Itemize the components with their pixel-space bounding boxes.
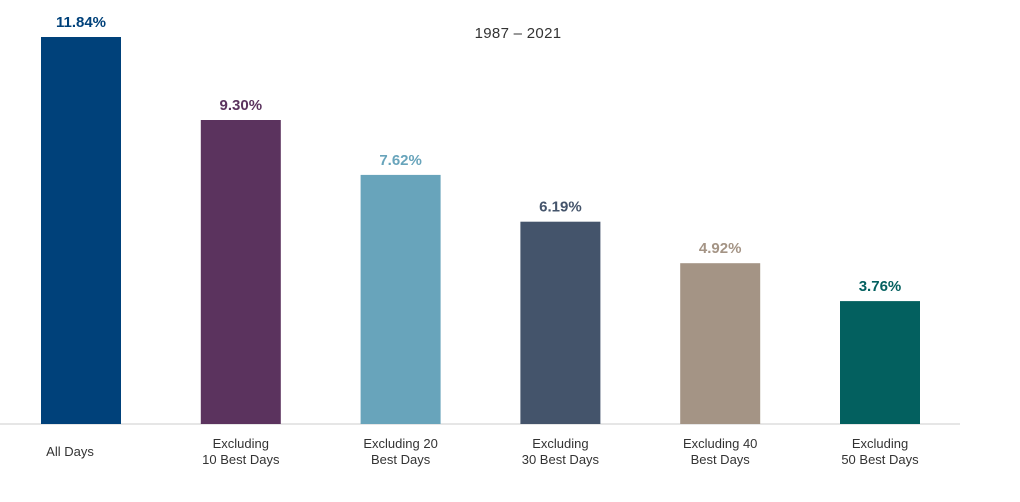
category-label-line: 10 Best Days (202, 452, 280, 467)
category-label-line: Excluding (532, 436, 588, 451)
category-label-line: Excluding (852, 436, 908, 451)
category-label-5: Excluding 40 Best Days (683, 436, 757, 467)
category-label-1: All Days (46, 444, 94, 459)
category-label-2: Excluding 10 Best Days (202, 436, 280, 467)
category-label-line: Excluding 20 (363, 436, 437, 451)
category-label-4: Excluding 30 Best Days (522, 436, 600, 467)
category-label-line: 30 Best Days (522, 452, 600, 467)
bar-5 (680, 263, 761, 424)
category-label-line: Best Days (691, 452, 751, 467)
category-label-line: Excluding (213, 436, 269, 451)
category-label-6: Excluding 50 Best Days (841, 436, 919, 467)
value-label-2: 9.30% (220, 97, 263, 114)
bar-2 (200, 120, 281, 424)
value-label-4: 6.19% (539, 199, 582, 216)
value-label-1: 11.84% (56, 14, 106, 31)
bar-1 (41, 37, 121, 424)
value-label-3: 7.62% (379, 152, 422, 169)
bars-layer (41, 37, 920, 424)
category-label-line: Excluding 40 (683, 436, 757, 451)
value-labels-layer: 11.84% 9.30% 7.62% 6.19% 4.92% 3.76% (56, 14, 901, 295)
value-label-5: 4.92% (699, 240, 742, 257)
bar-3 (360, 174, 441, 424)
category-label-line: Best Days (371, 452, 431, 467)
value-label-6: 3.76% (859, 278, 902, 295)
category-label-line: 50 Best Days (841, 452, 919, 467)
category-label-3: Excluding 20 Best Days (363, 436, 437, 467)
bar-4 (520, 221, 601, 424)
chart-title: 1987 – 2021 (475, 25, 562, 42)
bar-6 (840, 301, 920, 424)
